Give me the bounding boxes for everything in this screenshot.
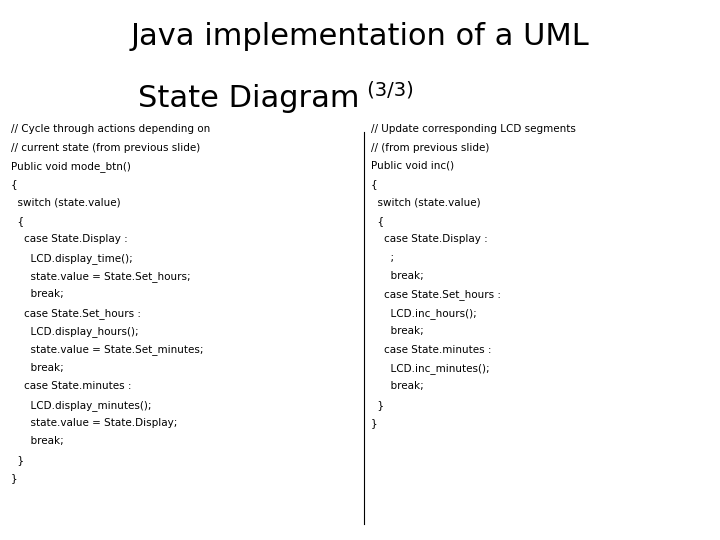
Text: switch (state.value): switch (state.value): [371, 198, 480, 208]
Text: // (from previous slide): // (from previous slide): [371, 143, 489, 153]
Text: LCD.display_time();: LCD.display_time();: [11, 253, 132, 264]
Text: case State.Set_hours :: case State.Set_hours :: [11, 308, 141, 319]
Text: Public void mode_btn(): Public void mode_btn(): [11, 161, 130, 172]
Text: state.value = State.Set_hours;: state.value = State.Set_hours;: [11, 271, 190, 282]
Text: switch (state.value): switch (state.value): [11, 198, 120, 208]
Text: case State.Display :: case State.Display :: [11, 234, 127, 245]
Text: case State.Display :: case State.Display :: [371, 234, 487, 245]
Text: ;: ;: [371, 253, 394, 263]
Text: state.value = State.Set_minutes;: state.value = State.Set_minutes;: [11, 345, 203, 355]
Text: Java implementation of a UML: Java implementation of a UML: [130, 22, 590, 51]
Text: case State.minutes :: case State.minutes :: [371, 345, 491, 355]
Text: (3/3): (3/3): [361, 81, 414, 100]
Text: LCD.inc_minutes();: LCD.inc_minutes();: [371, 363, 490, 374]
Text: state.value = State.Display;: state.value = State.Display;: [11, 418, 177, 428]
Text: {: {: [11, 216, 24, 226]
Text: case State.minutes :: case State.minutes :: [11, 381, 131, 391]
Text: break;: break;: [11, 363, 63, 373]
Text: LCD.display_hours();: LCD.display_hours();: [11, 326, 138, 337]
Text: break;: break;: [371, 271, 423, 281]
Text: }: }: [11, 455, 24, 465]
Text: Public void inc(): Public void inc(): [371, 161, 454, 171]
Text: {: {: [11, 179, 17, 190]
Text: // Update corresponding LCD segments: // Update corresponding LCD segments: [371, 124, 576, 134]
Text: }: }: [371, 400, 384, 410]
Text: // Cycle through actions depending on: // Cycle through actions depending on: [11, 124, 210, 134]
Text: // current state (from previous slide): // current state (from previous slide): [11, 143, 200, 153]
Text: break;: break;: [371, 381, 423, 391]
Text: {: {: [371, 179, 377, 190]
Text: State Diagram: State Diagram: [138, 84, 360, 113]
Text: break;: break;: [11, 436, 63, 447]
Text: LCD.inc_hours();: LCD.inc_hours();: [371, 308, 477, 319]
Text: break;: break;: [11, 289, 63, 300]
Text: {: {: [371, 216, 384, 226]
Text: }: }: [11, 473, 17, 483]
Text: case State.Set_hours :: case State.Set_hours :: [371, 289, 501, 300]
Text: break;: break;: [371, 326, 423, 336]
Text: }: }: [371, 418, 377, 428]
Text: LCD.display_minutes();: LCD.display_minutes();: [11, 400, 151, 410]
